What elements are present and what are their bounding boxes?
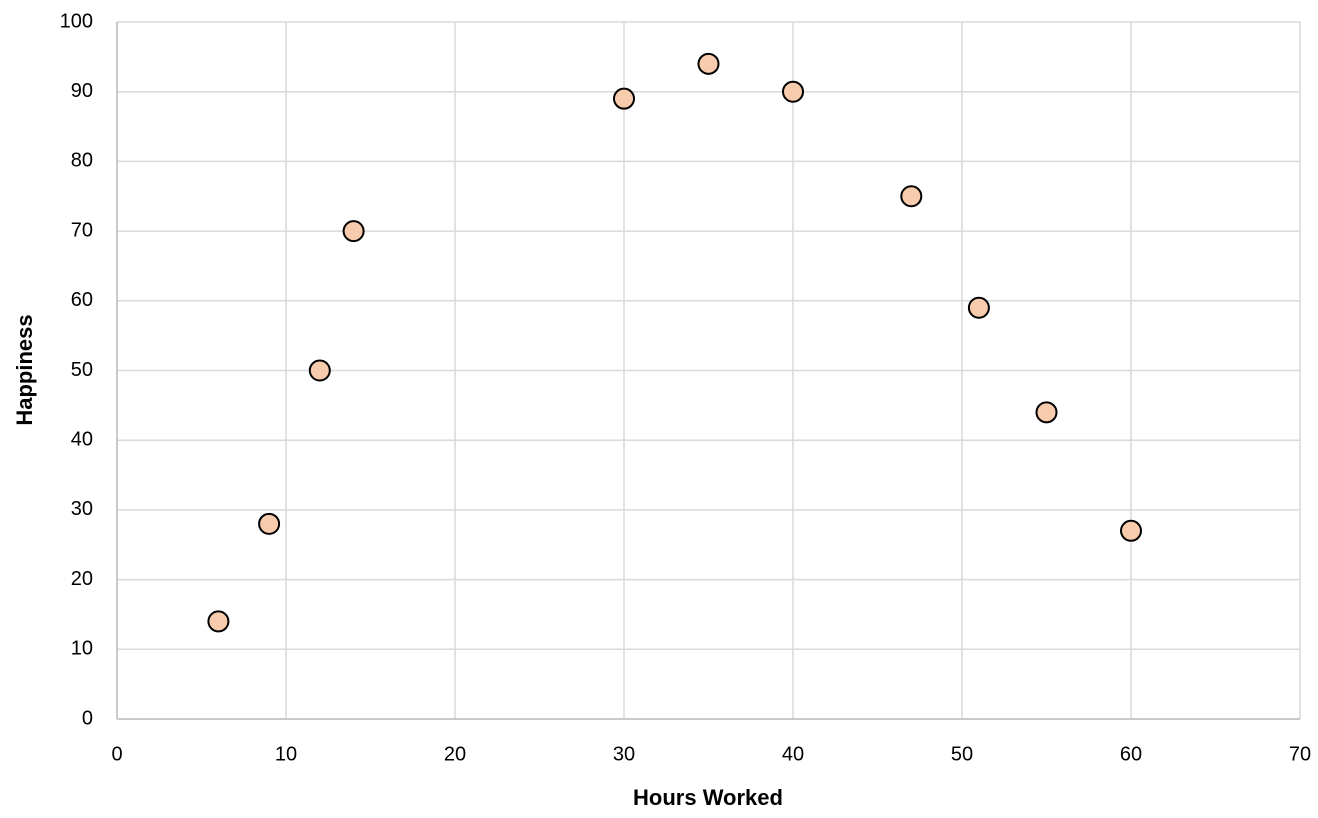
x-axis-title: Hours Worked [633,785,783,810]
point [782,80,804,103]
x-tick-label: 20 [444,743,466,765]
x-tick-label: 10 [275,743,297,765]
x-tick-label: 40 [782,743,804,765]
y-tick-label: 70 [71,219,93,241]
y-tick-label: 80 [71,150,93,172]
x-tick-label: 70 [1289,743,1311,765]
x-tick-label: 30 [613,743,635,765]
point [697,52,720,75]
point [207,610,230,633]
y-tick-label: 30 [71,498,93,520]
point [1120,519,1142,542]
y-tick-label: 0 [82,707,93,729]
y-tick-label: 10 [71,638,93,660]
x-tick-label: 50 [951,743,973,765]
y-tick-label: 40 [71,428,93,450]
y-tick-label: 50 [71,359,93,381]
point [967,296,990,319]
x-tick-label: 0 [111,743,122,765]
point [613,87,635,110]
point [308,359,331,382]
y-axis-title: Happiness [12,314,37,425]
y-tick-label: 90 [71,80,93,102]
point [1035,401,1058,424]
point [342,220,365,243]
x-tick-label: 60 [1120,743,1142,765]
y-tick-label: 20 [71,568,93,590]
point [900,185,923,208]
y-tick-label: 60 [71,289,93,311]
point [258,512,281,535]
y-tick-label: 100 [60,10,93,32]
